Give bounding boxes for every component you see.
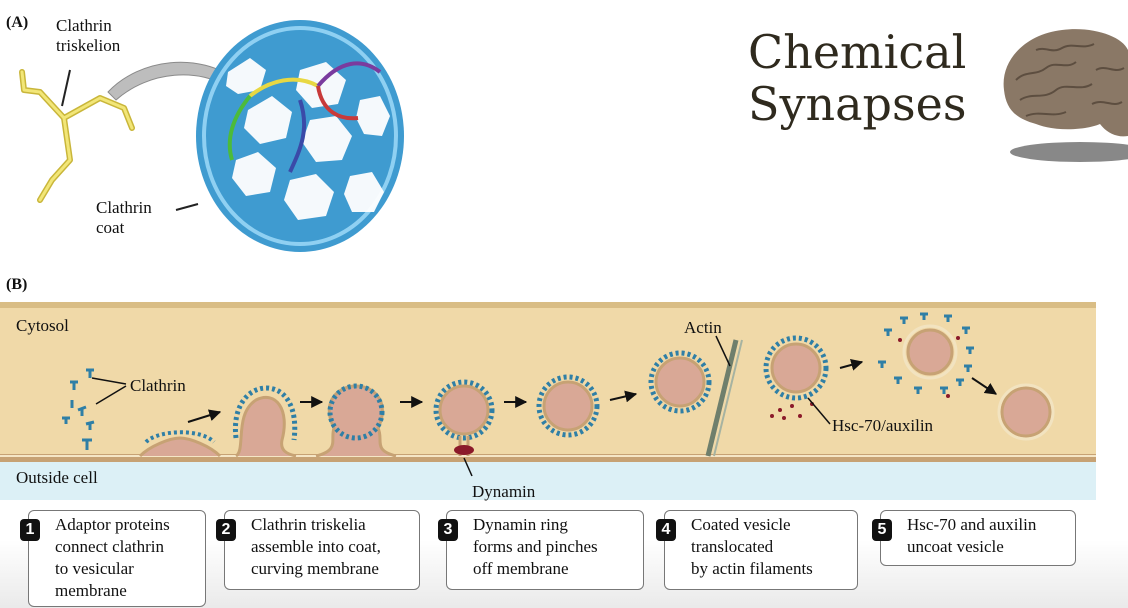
clathrin-coat-label: Clathrin coat — [96, 198, 152, 238]
stage4-dynamin — [433, 379, 495, 456]
panel-b-label: (B) — [6, 276, 28, 293]
step-text: Dynamin ring forms and pinches off membr… — [473, 515, 598, 578]
clathrin-coat-icon — [196, 20, 404, 252]
triskelion-label-line2: triskelion — [56, 36, 121, 55]
stage9-uncoated-vesicle — [997, 383, 1055, 441]
clathrin-label: Clathrin — [130, 376, 186, 395]
hsc-auxilin-label: Hsc-70/auxilin — [832, 416, 934, 435]
triskelion-label-line1: Clathrin — [56, 16, 112, 35]
dynamin-label: Dynamin — [472, 482, 536, 501]
stage7-uncoating-vesicle — [763, 335, 829, 420]
step-text: Hsc-70 and auxilin uncoat vesicle — [907, 515, 1037, 556]
cytosol-top-edge — [0, 302, 1096, 308]
free-clathrin-icons — [62, 368, 95, 450]
stage2-bud — [232, 385, 298, 458]
step-number: 5 — [872, 519, 892, 541]
coat-label-line1: Clathrin — [96, 198, 152, 217]
stage6-translocating-vesicle — [648, 350, 712, 414]
step-number: 4 — [656, 519, 676, 541]
step-4-box: 4 Coated vesicle translocated by actin f… — [656, 510, 858, 590]
panel-a-illustration — [19, 20, 404, 252]
outside-cell-label: Outside cell — [16, 468, 98, 487]
actin-label: Actin — [684, 318, 722, 337]
step-5-box: 5 Hsc-70 and auxilin uncoat vesicle — [872, 510, 1076, 566]
step-text: Coated vesicle translocated by actin fil… — [691, 515, 813, 578]
cytosol-label: Cytosol — [16, 316, 69, 335]
brain-icon — [1003, 29, 1128, 162]
step-text: Clathrin triskelia assemble into coat, c… — [251, 515, 381, 578]
stage3-bud — [315, 383, 397, 458]
endocytosis-diagram — [0, 302, 1096, 500]
title-line2: Synapses — [748, 77, 967, 131]
step-3-box: 3 Dynamin ring forms and pinches off mem… — [438, 510, 644, 590]
title-line1: Chemical — [748, 25, 967, 79]
triskelion-label: Clathrin triskelion — [56, 16, 120, 56]
stage8-released-clathrin — [878, 312, 974, 398]
actin-filament — [705, 339, 743, 457]
panel-a-label: (A) — [6, 14, 29, 31]
step-text: Adaptor proteins connect clathrin to ves… — [55, 515, 170, 600]
step-1-box: 1 Adaptor proteins connect clathrin to v… — [20, 510, 206, 607]
stage1-pit — [138, 436, 222, 458]
step-number: 3 — [438, 519, 458, 541]
coat-label-line2: coat — [96, 218, 125, 237]
step-2-box: 2 Clathrin triskelia assemble into coat,… — [216, 510, 420, 590]
stage5-coated-vesicle — [536, 374, 600, 438]
outside-region — [0, 460, 1096, 500]
step-number: 2 — [216, 519, 236, 541]
step-number: 1 — [20, 519, 40, 541]
page-title: Chemical Synapses — [748, 26, 966, 130]
